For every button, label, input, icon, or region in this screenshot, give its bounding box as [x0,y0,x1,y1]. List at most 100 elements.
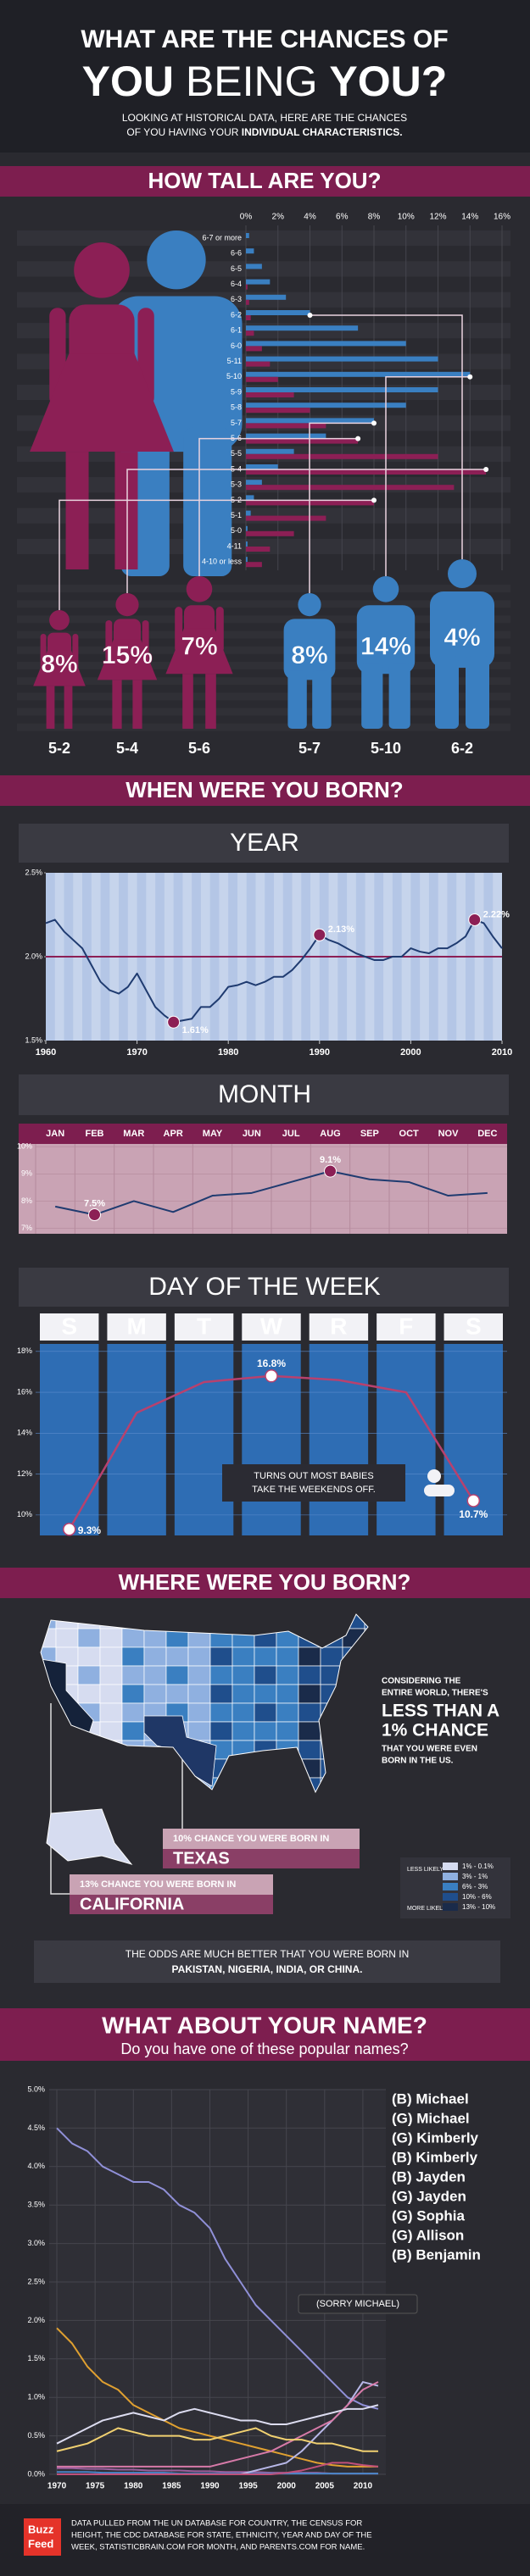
x-tick-label: JAN [46,1129,64,1139]
y-tick-label: 5.0% [27,2085,45,2093]
state [276,1646,299,1667]
x-tick-label: 1980 [124,2482,143,2491]
state [99,1684,123,1704]
legend-label: 6% - 3% [462,1883,488,1890]
figure-dress [97,639,158,680]
column [107,1344,166,1535]
bar [246,485,455,491]
connector [59,499,374,610]
value-label: 1.61% [182,1025,209,1035]
world-big: LESS THAN A [382,1702,499,1721]
connector-dot [371,420,377,426]
figure-head [298,593,321,617]
banner [0,2008,530,2061]
state [209,1665,233,1685]
bar [246,279,271,285]
column [377,1344,436,1535]
annotation: TURNS OUT MOST BABIES [254,1471,373,1481]
y-tick-label: 0.0% [27,2469,45,2478]
connector-dot [483,467,489,472]
figure-leg [205,674,216,729]
data-line [57,2462,379,2475]
bar [246,480,262,486]
state [209,1702,233,1723]
state [187,1665,211,1685]
y-tick-label: 10% [17,1510,32,1518]
state [276,1665,299,1685]
title-big: YOU BEING YOU? [82,58,448,105]
state [254,1702,277,1723]
legend-swatch [443,1893,458,1901]
y-tick-label: 16% [17,1387,32,1396]
stripe [17,662,510,669]
legend-entry: (B) Jayden [392,2168,466,2185]
state [99,1628,123,1648]
state [55,1628,79,1648]
chart-heading-box [19,1074,509,1115]
y-tick-label: 6-7 or more [202,233,242,242]
state [298,1721,321,1741]
state [209,1721,233,1741]
bar [246,402,406,408]
highlight-point [62,1523,76,1536]
row-stripe [17,230,510,247]
connector-dot [371,497,377,503]
y-tick-label: 4-10 or less [202,558,243,566]
state [77,1665,101,1685]
state [254,1665,277,1685]
bar [246,361,271,367]
baby-icon [424,1485,455,1496]
bar [246,469,487,475]
x-tick-label: 0% [240,213,253,222]
bar [246,510,251,516]
state [77,1646,101,1667]
y-tick-label: 5-7 [231,419,242,427]
callout-state: CALIFORNIA [80,1895,184,1913]
figure-leg [64,686,73,729]
x-tick-label: 12% [429,213,446,222]
legend-entry: (B) Michael [392,2090,469,2107]
x-tick-label: W [260,1313,283,1339]
stripe [17,723,510,731]
x-tick-label: 1995 [238,2482,258,2491]
callout-state: TEXAS [173,1849,230,1868]
connector [126,469,487,593]
chart-title: DAY OF THE WEEK [148,1273,380,1301]
state [121,1646,145,1667]
chart-title: YEAR [230,829,299,857]
state [276,1721,299,1741]
legend-swatch [443,1873,458,1880]
y-tick-label: 12% [17,1469,32,1478]
state [298,1665,321,1685]
y-tick-label: 2.0% [27,2316,45,2324]
y-tick-label: 5-11 [227,357,242,365]
highlight-point [324,1164,337,1178]
figure-head [448,559,477,588]
stripe [17,646,510,654]
title: WHAT ARE THE CHANCES OF [81,25,448,53]
bar [246,557,248,563]
section-title: WHERE WERE YOU BORN? [119,1569,411,1595]
state [77,1684,101,1704]
x-tick-label: JUL [282,1129,300,1139]
value-label: 7.5% [84,1198,105,1208]
bar [246,315,251,320]
x-tick-label: 1985 [162,2482,181,2491]
x-tick-label: F [399,1313,413,1339]
state [209,1646,233,1667]
banner [0,166,530,197]
state [298,1684,321,1704]
figure-torso [430,591,494,668]
data-line [56,2127,379,2410]
x-tick-label: NOV [438,1129,460,1139]
state [254,1646,277,1667]
subtitle: LOOKING AT HISTORICAL DATA, HERE ARE THE… [122,112,407,124]
figure-dress [165,628,233,675]
column [309,1344,369,1535]
bar [246,448,294,454]
odds-text: PAKISTAN, NIGERIA, INDIA, OR CHINA. [172,1963,363,1975]
state [143,1684,167,1704]
state [121,1628,145,1648]
bar [246,530,294,536]
baby-icon [427,1469,441,1483]
